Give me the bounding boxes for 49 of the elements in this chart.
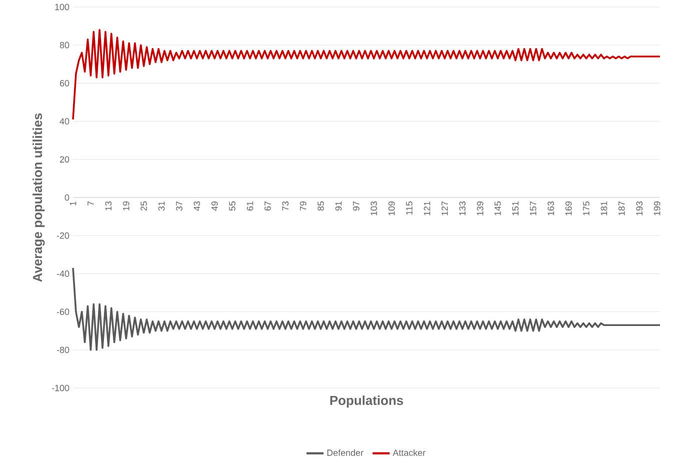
x-tick-label: 115: [406, 201, 412, 215]
y-tick-label: 20: [60, 156, 70, 163]
y-tick-label: -60: [56, 308, 70, 315]
x-tick-label: 25: [140, 201, 147, 211]
x-axis-title: Populations: [330, 396, 404, 408]
y-tick-label: 0: [64, 194, 70, 201]
legend-label: Attacker: [392, 449, 426, 456]
y-tick-label: -100: [52, 384, 70, 392]
x-tick-label: 193: [636, 201, 643, 216]
x-tick-label: 91: [335, 201, 342, 211]
x-tick-label: 73: [282, 201, 289, 211]
x-tick-label: 61: [246, 201, 254, 211]
y-tick-label: 100: [55, 4, 70, 10]
x-tick-label: 85: [318, 201, 324, 211]
x-tick-label: 175: [583, 201, 590, 216]
y-axis-title: Average population utilities: [32, 113, 45, 282]
x-tick-label: 103: [370, 201, 378, 216]
x-tick-label: 133: [459, 201, 466, 216]
x-tick-label: 199: [654, 201, 660, 216]
y-tick-label: 80: [60, 42, 70, 48]
x-tick-label: 49: [211, 201, 218, 211]
y-tick-label: -20: [56, 232, 70, 239]
y-tick-label: 40: [60, 118, 70, 124]
x-tick-label: 151: [512, 201, 519, 216]
x-tick-label: 139: [476, 201, 484, 216]
y-tick-label: 60: [60, 80, 70, 86]
y-tick-label: -80: [56, 346, 70, 354]
x-tick-label: 127: [442, 201, 448, 216]
x-tick-label: 31: [158, 201, 165, 211]
x-tick-label: 55: [229, 201, 236, 211]
x-tick-label: 79: [300, 201, 306, 211]
x-tick-label: 1: [70, 201, 76, 206]
x-tick-label: 37: [176, 201, 182, 211]
x-tick-label: 145: [494, 201, 501, 216]
x-tick-label: 121: [424, 201, 430, 216]
x-tick-label: 169: [565, 201, 572, 216]
y-tick-label: -40: [56, 270, 70, 277]
x-tick-label: 187: [618, 201, 625, 216]
x-tick-label: 19: [122, 201, 130, 210]
x-tick-label: 157: [530, 201, 536, 216]
x-tick-label: 67: [264, 201, 271, 211]
legend-label: Defender: [327, 449, 364, 456]
x-tick-label: 163: [548, 201, 554, 216]
x-tick-label: 109: [388, 201, 395, 216]
x-tick-label: 181: [600, 201, 608, 216]
x-tick-label: 7: [88, 201, 94, 206]
x-tick-label: 97: [353, 201, 360, 211]
x-tick-label: 43: [194, 201, 200, 211]
x-tick-label: 13: [105, 201, 112, 210]
